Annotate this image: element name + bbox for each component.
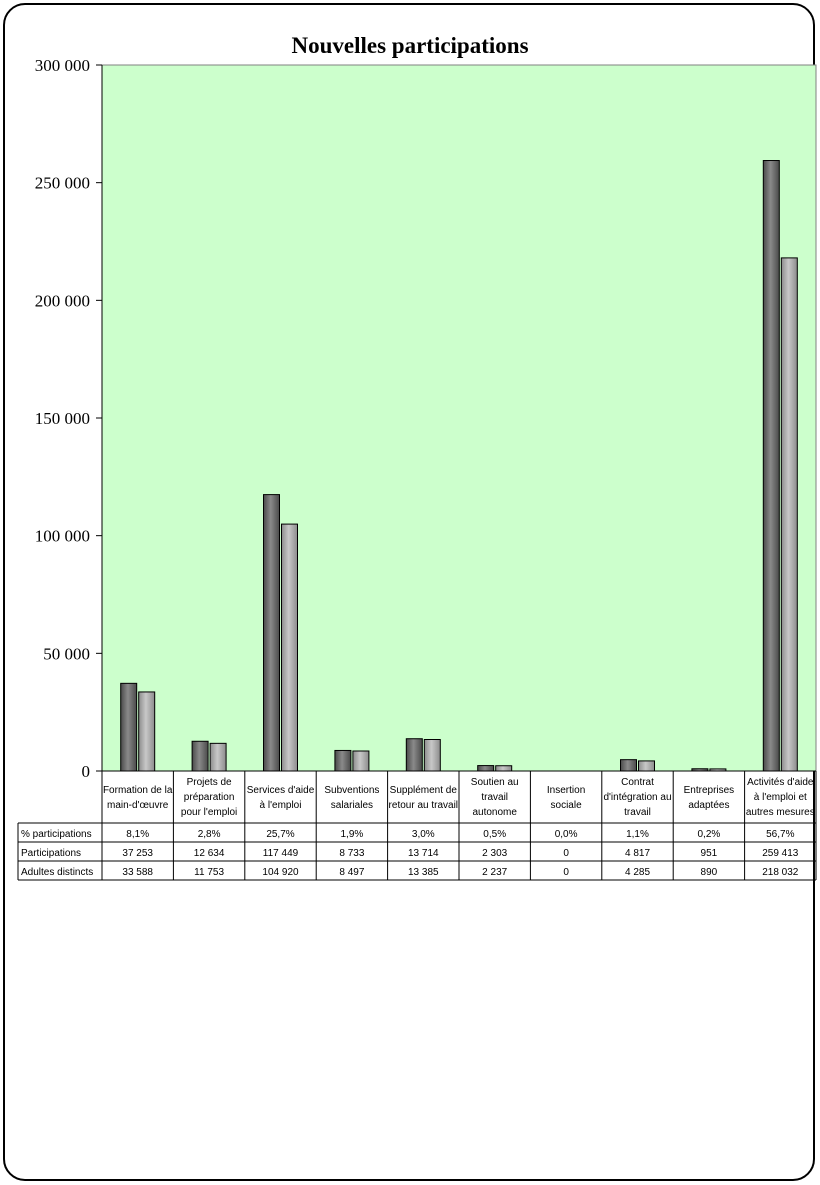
- y-tick-label: 0: [82, 762, 91, 781]
- category-label: retour au travail: [389, 800, 458, 811]
- table-cell: 8 733: [339, 848, 364, 859]
- table-cell: 25,7%: [266, 829, 294, 840]
- category-label: travail: [624, 807, 651, 818]
- table-cell: 0: [563, 848, 569, 859]
- y-tick-label: 200 000: [35, 291, 90, 310]
- category-label: à l'emploi: [260, 800, 302, 811]
- table-cell: 890: [701, 867, 718, 878]
- category-label: Soutien au: [471, 777, 519, 788]
- category-label: d'intégration au: [603, 792, 671, 803]
- table-cell: 0,5%: [483, 829, 506, 840]
- table-cell: 117 449: [263, 848, 299, 859]
- table-cell: 218 032: [762, 867, 799, 878]
- table-cell: 12 634: [194, 848, 225, 859]
- table-row-label: Participations: [21, 848, 81, 859]
- bar-participations: [120, 682, 138, 772]
- table-cell: 33 588: [122, 867, 153, 878]
- category-label: main-d'œuvre: [107, 800, 169, 811]
- category-label: autonome: [472, 807, 517, 818]
- category-label: à l'emploi et: [754, 792, 807, 803]
- category-label: Formation de la: [103, 785, 173, 796]
- bar-adultes-distincts: [138, 691, 156, 772]
- table-cell: 3,0%: [412, 829, 435, 840]
- plot-area: [101, 64, 817, 772]
- bar-participations: [762, 160, 780, 772]
- category-label: travail: [481, 792, 508, 803]
- category-label: sociale: [551, 800, 583, 811]
- table-cell: 1,9%: [341, 829, 364, 840]
- bar-participations: [191, 740, 209, 772]
- category-label: Subventions: [324, 785, 379, 796]
- category-label: Activités d'aide: [747, 777, 814, 788]
- bar-adultes-distincts: [352, 750, 370, 772]
- table-cell: 259 413: [762, 848, 799, 859]
- bar-participations: [405, 738, 423, 772]
- table-cell: 2 237: [482, 867, 507, 878]
- category-label: Insertion: [547, 785, 585, 796]
- category-label: salariales: [331, 800, 373, 811]
- category-label: préparation: [184, 792, 235, 803]
- category-label: Contrat: [621, 777, 654, 788]
- table-cell: 56,7%: [766, 829, 794, 840]
- category-label: Projets de: [187, 777, 232, 788]
- bar-adultes-distincts: [495, 765, 513, 772]
- table-cell: 13 385: [408, 867, 439, 878]
- y-tick-label: 300 000: [35, 56, 90, 75]
- bar-participations: [620, 759, 637, 772]
- category-label: pour l'emploi: [181, 807, 237, 818]
- category-label: Supplément de: [390, 785, 458, 796]
- bar-adultes-distincts: [638, 760, 655, 772]
- y-tick-label: 250 000: [35, 174, 90, 193]
- table-cell: 2 303: [482, 848, 507, 859]
- table-cell: 0: [563, 867, 569, 878]
- table-cell: 4 817: [625, 848, 650, 859]
- bar-adultes-distincts: [281, 523, 298, 772]
- chart-title: Nouvelles participations: [291, 33, 529, 58]
- table-cell: 37 253: [122, 848, 153, 859]
- bar-participations: [334, 749, 352, 772]
- table-cell: 13 714: [408, 848, 439, 859]
- table-row-label: Adultes distincts: [21, 867, 93, 878]
- table-cell: 0,0%: [555, 829, 578, 840]
- y-tick-label: 100 000: [35, 527, 90, 546]
- bar-adultes-distincts: [209, 742, 227, 772]
- bar-participations: [263, 494, 280, 772]
- category-label: adaptées: [688, 800, 729, 811]
- category-label: Services d'aide: [247, 785, 315, 796]
- table-cell: 0,2%: [698, 829, 721, 840]
- table-cell: 104 920: [262, 867, 299, 878]
- y-tick-label: 50 000: [43, 644, 90, 663]
- table-cell: 951: [701, 848, 718, 859]
- table-row-label: % participations: [21, 829, 92, 840]
- bar-adultes-distincts: [423, 739, 441, 772]
- table-cell: 8 497: [339, 867, 364, 878]
- category-label: autres mesures: [746, 807, 815, 818]
- y-tick-label: 150 000: [35, 409, 90, 428]
- table-cell: 4 285: [625, 867, 650, 878]
- table-cell: 1,1%: [626, 829, 649, 840]
- table-cell: 8,1%: [126, 829, 149, 840]
- bar-adultes-distincts: [780, 257, 798, 772]
- category-label: Entreprises: [684, 785, 735, 796]
- bar-participations: [477, 765, 495, 772]
- table-cell: 2,8%: [198, 829, 221, 840]
- table-cell: 11 753: [194, 867, 224, 878]
